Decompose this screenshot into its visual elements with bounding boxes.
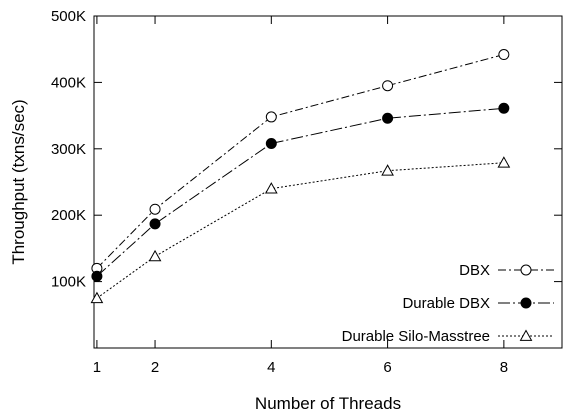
legend-marker <box>519 329 533 341</box>
data-point <box>91 270 103 282</box>
data-point <box>265 137 277 149</box>
data-point <box>382 80 394 92</box>
data-point <box>382 112 394 124</box>
series-1 <box>91 49 510 274</box>
plot-frame <box>93 15 563 349</box>
data-point <box>90 291 104 304</box>
x-tick-label: 6 <box>383 359 391 376</box>
data-point <box>149 218 161 230</box>
y-tick-label: 300K <box>51 141 86 158</box>
data-point <box>497 156 511 168</box>
data-point <box>149 203 161 215</box>
legend: DBX Durable DBX Durable Silo-Masstree <box>342 262 554 345</box>
x-axis-ticks: 1 2 4 6 8 <box>93 16 508 376</box>
data-point <box>148 249 162 262</box>
series-line <box>96 107 504 277</box>
x-tick-label: 8 <box>500 359 508 376</box>
y-tick-label: 100K <box>51 274 86 291</box>
series-2 <box>91 102 510 282</box>
data-point <box>381 164 394 176</box>
x-tick-label: 2 <box>151 359 159 376</box>
plot-border <box>93 15 563 349</box>
x-tick-label: 4 <box>267 359 275 376</box>
data-point <box>265 111 277 123</box>
y-tick-label: 200K <box>51 207 86 224</box>
legend-marker <box>520 264 532 276</box>
series-line <box>96 162 504 299</box>
legend-marker <box>520 297 532 309</box>
y-tick-label: 400K <box>51 74 86 91</box>
y-axis-ticks: 100K 200K 300K 400K 500K <box>51 8 562 291</box>
series-layer <box>90 49 511 304</box>
series-line <box>96 54 504 269</box>
y-axis-label: Throughput (txns/sec) <box>9 99 28 264</box>
x-axis-label: Number of Threads <box>255 394 401 413</box>
legend-label: DBX <box>459 262 490 279</box>
y-tick-label: 500K <box>51 8 86 25</box>
legend-label: Durable Silo-Masstree <box>342 328 490 345</box>
data-point <box>498 49 510 61</box>
x-tick-label: 1 <box>93 359 101 376</box>
data-point <box>264 182 278 194</box>
data-point <box>498 102 510 114</box>
legend-label: Durable DBX <box>402 295 490 312</box>
series-3 <box>90 156 511 304</box>
